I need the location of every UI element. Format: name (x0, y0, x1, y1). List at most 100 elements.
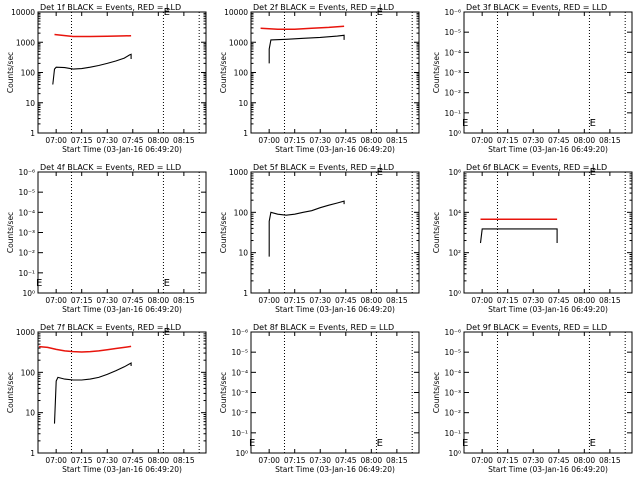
x-tick-label: 07:15 (284, 296, 306, 305)
x-axis-label: Start Time (03-Jan-16 06:49:20) (62, 305, 182, 314)
y-tick-label: 1000 (16, 328, 35, 337)
y-tick-label: 10⁻⁶ (18, 168, 35, 177)
plot-title: Det 4f BLACK = Events, RED = LLD (40, 163, 181, 172)
y-tick-label: 10⁻⁶ (444, 328, 461, 337)
y-tick-label: 100 (21, 368, 36, 377)
x-tick-label: 08:00 (361, 296, 383, 305)
y-tick-label: 10⁻² (444, 89, 461, 98)
y-tick-label: 10 (238, 249, 248, 258)
y-tick-label: 10⁻⁵ (444, 348, 461, 357)
y-tick-label: 10⁻¹ (444, 109, 461, 118)
y-tick-label: 10² (448, 249, 461, 258)
x-tick-label: 07:30 (522, 296, 544, 305)
x-tick-label: 07:15 (497, 456, 519, 465)
x-tick-label: 07:30 (96, 296, 118, 305)
e-marker: E (249, 438, 255, 449)
x-tick-label: 08:00 (148, 456, 170, 465)
series-events-line (53, 362, 132, 424)
panel-det9: Det 9f BLACK = Events, RED = LLD 07:00 07:… (432, 323, 633, 474)
plot-title: Det 7f BLACK = Events, RED = LLD (40, 323, 181, 332)
y-tick-label: 10⁻² (444, 409, 461, 418)
x-tick-label: 07:45 (122, 136, 144, 145)
x-tick-label: 07:30 (309, 296, 331, 305)
x-tick-label: 07:45 (548, 136, 570, 145)
y-tick-label: 100 (234, 208, 249, 217)
x-tick-label: 07:45 (122, 456, 144, 465)
plot-frame (463, 171, 633, 294)
y-tick-label: 10⁻³ (231, 389, 248, 398)
y-axis-label: Counts/sec (219, 52, 228, 93)
plot-frame (250, 171, 420, 294)
x-tick-label: 07:30 (96, 456, 118, 465)
x-tick-label: 08:15 (173, 456, 195, 465)
e-marker: E (377, 438, 383, 449)
series-lld-line (54, 33, 132, 38)
plot-title: Det 8f BLACK = Events, RED = LLD (253, 323, 394, 332)
y-tick-label: 1 (30, 449, 35, 458)
x-tick-label: 07:45 (548, 456, 570, 465)
y-tick-label: 10⁰ (235, 449, 248, 458)
panel-det2: Det 2f BLACK = Events, RED = LLD 07:00 07:… (219, 3, 420, 154)
x-tick-label: 07:00 (258, 136, 280, 145)
y-tick-label: 10⁻⁶ (231, 328, 248, 337)
y-tick-label: 10 (25, 99, 35, 108)
x-tick-label: 07:30 (96, 136, 118, 145)
x-tick-label: 08:00 (361, 456, 383, 465)
y-tick-label: 10⁻⁴ (231, 368, 248, 377)
x-tick-label: 08:15 (386, 296, 408, 305)
x-tick-label: 08:00 (574, 136, 596, 145)
x-tick-label: 08:15 (599, 136, 621, 145)
x-tick-label: 07:00 (45, 296, 67, 305)
x-tick-label: 07:00 (258, 456, 280, 465)
x-tick-label: 07:15 (284, 136, 306, 145)
y-axis-label: Counts/sec (6, 372, 15, 413)
e-marker: E (590, 118, 596, 129)
e-marker: E (36, 278, 42, 289)
y-axis-label: Counts/sec (432, 372, 441, 413)
panel-det4: Det 4f BLACK = Events, RED = LLD 07:00 07:… (6, 163, 207, 314)
y-tick-label: 10⁻² (18, 249, 35, 258)
x-tick-label: 07:30 (522, 456, 544, 465)
series-events-line (268, 34, 345, 64)
y-axis-label: Counts/sec (6, 52, 15, 93)
x-axis-label: Start Time (03-Jan-16 06:49:20) (488, 145, 608, 154)
plot-frame (37, 171, 207, 294)
y-tick-label: 1000 (16, 38, 35, 47)
x-tick-label: 07:30 (309, 136, 331, 145)
e-marker: E (164, 7, 170, 18)
panel-det1: Det 1f BLACK = Events, RED = LLD 07:00 07:… (6, 3, 207, 154)
y-tick-label: 10⁻³ (18, 229, 35, 238)
plot-title: Det 6f BLACK = Events, RED = LLD (466, 163, 607, 172)
e-marker: E (377, 7, 383, 18)
y-tick-label: 10⁴ (448, 208, 461, 217)
y-tick-label: 10000 (11, 8, 35, 17)
y-tick-label: 1 (30, 129, 35, 138)
panel-det8: Det 8f BLACK = Events, RED = LLD 07:00 07:… (219, 323, 420, 474)
y-tick-label: 100 (21, 69, 36, 78)
x-axis-label: Start Time (03-Jan-16 06:49:20) (62, 465, 182, 474)
x-tick-label: 07:45 (548, 296, 570, 305)
y-axis-label: Counts/sec (219, 212, 228, 253)
y-tick-label: 10⁰ (22, 289, 35, 298)
x-tick-label: 08:00 (361, 136, 383, 145)
x-tick-label: 08:15 (599, 296, 621, 305)
y-tick-label: 10⁻³ (444, 69, 461, 78)
y-axis-label: Counts/sec (432, 212, 441, 253)
plot-title: Det 3f BLACK = Events, RED = LLD (466, 3, 607, 12)
x-tick-label: 07:15 (497, 296, 519, 305)
x-tick-label: 07:15 (284, 456, 306, 465)
x-tick-label: 08:15 (599, 456, 621, 465)
plot-frame (37, 331, 207, 454)
x-tick-label: 07:00 (45, 136, 67, 145)
y-tick-label: 10⁻⁵ (231, 348, 248, 357)
plot-frame (250, 331, 420, 454)
x-axis-label: Start Time (03-Jan-16 06:49:20) (275, 305, 395, 314)
x-tick-label: 07:45 (335, 136, 357, 145)
y-axis-label: Counts/sec (6, 212, 15, 253)
plot-title: Det 5f BLACK = Events, RED = LLD (253, 163, 394, 172)
x-tick-label: 07:30 (522, 136, 544, 145)
plot-frame (37, 11, 207, 134)
y-tick-label: 10000 (224, 8, 248, 17)
x-axis-label: Start Time (03-Jan-16 06:49:20) (275, 465, 395, 474)
